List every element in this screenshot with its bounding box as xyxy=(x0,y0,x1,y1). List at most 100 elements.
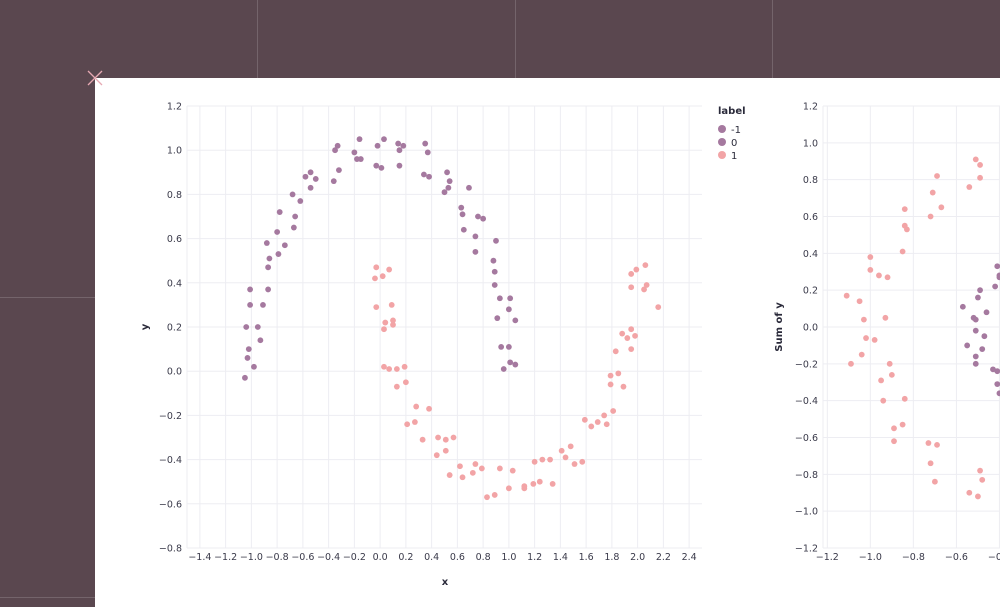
data-point-label-1 xyxy=(901,206,908,213)
data-point-label-0 xyxy=(459,211,466,218)
data-point-label-0 xyxy=(446,178,453,185)
data-point-label-1 xyxy=(531,458,538,465)
data-point-label-1 xyxy=(901,222,908,229)
x-tick-label: 1.4 xyxy=(553,552,568,563)
data-point-label-1 xyxy=(521,485,528,492)
data-point-label-1 xyxy=(426,405,432,412)
data-point-label-0 xyxy=(330,178,337,185)
data-point-label-1 xyxy=(393,383,400,390)
data-point-label-0 xyxy=(266,255,273,262)
data-point-label-1 xyxy=(871,336,878,343)
data-point-label-0 xyxy=(445,184,452,191)
x-tick-label: −0.8 xyxy=(266,552,289,563)
data-point-label-0 xyxy=(444,169,450,176)
y-axis-title: y xyxy=(140,323,151,330)
data-point-label-1 xyxy=(979,476,986,483)
data-point-label-1 xyxy=(624,335,631,341)
y-tick-label: −0.2 xyxy=(795,359,818,370)
data-point-label-0 xyxy=(243,324,250,330)
data-point-label-1 xyxy=(615,370,622,377)
background-grid-line xyxy=(515,0,516,78)
data-point-label-1 xyxy=(863,335,869,341)
circles-scatter-chart: −1.2 −1.0 −0.8 −0.6 −0.4 −1.2 −1.0 −0.8 −0.6 −0.4… xyxy=(774,102,1000,563)
data-point-label-0 xyxy=(254,324,261,330)
data-point-label-1 xyxy=(390,321,396,328)
x-tick-label: −0.6 xyxy=(945,552,968,563)
x-tick-label: −0.4 xyxy=(988,552,1000,563)
moons-scatter-chart: −1.4 −1.2 −1.0 −0.8 −0.6 −0.4 −0.2 0.0 0.2 0.4 0.6… xyxy=(140,102,702,588)
data-point-label-0 xyxy=(307,184,314,191)
data-point-label-0 xyxy=(357,156,364,162)
data-point-label-0 xyxy=(977,287,983,294)
data-point-label-0 xyxy=(480,215,487,222)
data-point-label-1 xyxy=(530,481,537,487)
y-tick-label: 0.6 xyxy=(167,234,182,245)
data-point-label-1 xyxy=(536,478,543,485)
data-point-label-1 xyxy=(899,248,906,255)
data-point-label-1 xyxy=(496,465,503,472)
data-point-label-1 xyxy=(610,408,617,414)
data-point-label-1 xyxy=(601,412,608,419)
y-tick-label: 0.0 xyxy=(803,323,818,334)
data-point-label-0 xyxy=(302,173,309,180)
data-point-label-0 xyxy=(374,142,381,149)
x-tick-label: 2.2 xyxy=(656,552,671,563)
data-point-label-0 xyxy=(472,233,479,240)
data-point-label-1 xyxy=(867,267,874,273)
data-point-label-1 xyxy=(934,441,940,448)
data-point-label-1 xyxy=(860,316,867,323)
data-point-label-1 xyxy=(927,460,934,467)
data-point-label-0 xyxy=(381,136,387,143)
data-point-label-1 xyxy=(977,162,983,168)
data-point-label-1 xyxy=(643,282,650,288)
x-tick-label: −1.2 xyxy=(214,552,237,563)
data-point-label-1 xyxy=(388,302,395,308)
data-point-label-0 xyxy=(466,184,472,191)
data-point-label-1 xyxy=(404,421,411,428)
data-point-label-0 xyxy=(247,302,253,308)
data-point-label-0 xyxy=(274,229,281,235)
data-point-label-1 xyxy=(642,262,649,269)
data-point-label-0 xyxy=(507,295,514,302)
data-point-label-1 xyxy=(848,360,854,367)
data-point-label-1 xyxy=(567,443,574,450)
data-point-label-0 xyxy=(312,176,319,182)
data-point-label-1 xyxy=(435,434,441,441)
data-point-label-1 xyxy=(558,447,565,454)
data-point-label-1 xyxy=(934,173,940,179)
data-point-label-0 xyxy=(972,353,979,360)
data-point-label-1 xyxy=(547,456,553,463)
y-tick-label: −0.8 xyxy=(159,544,182,555)
legend-label-neg1[interactable]: -1 xyxy=(731,125,741,136)
legend-title: label xyxy=(718,106,746,117)
data-point-label-1 xyxy=(628,284,635,291)
data-point-label-1 xyxy=(509,467,516,474)
data-point-label-1 xyxy=(562,454,569,461)
data-point-label-0 xyxy=(332,147,338,154)
data-point-label-1 xyxy=(442,447,449,454)
data-point-label-0 xyxy=(994,381,1000,387)
legend-label-0[interactable]: 0 xyxy=(731,138,737,149)
data-point-label-1 xyxy=(641,286,647,293)
legend-label-1[interactable]: 1 xyxy=(731,151,737,162)
data-point-label-0 xyxy=(336,167,342,173)
x-tick-label: −1.0 xyxy=(240,552,263,563)
data-point-label-1 xyxy=(411,419,418,425)
data-point-label-1 xyxy=(603,421,610,428)
data-point-label-0 xyxy=(460,226,467,233)
data-point-label-1 xyxy=(886,360,893,367)
data-point-label-1 xyxy=(620,383,627,390)
data-point-label-0 xyxy=(356,136,363,143)
legend-marker-0 xyxy=(718,138,726,146)
close-x-icon[interactable] xyxy=(86,69,104,87)
y-tick-label: 1.2 xyxy=(803,102,818,113)
legend-marker-neg1 xyxy=(718,125,726,133)
x-tick-label: 0.8 xyxy=(476,552,491,563)
y-tick-label: 0.4 xyxy=(167,278,182,289)
data-point-label-1 xyxy=(929,189,936,196)
y-tick-label: 0.6 xyxy=(803,212,818,223)
y-tick-label: −0.4 xyxy=(159,455,182,466)
y-tick-label: 0.2 xyxy=(803,286,818,297)
data-point-label-1 xyxy=(977,174,983,181)
